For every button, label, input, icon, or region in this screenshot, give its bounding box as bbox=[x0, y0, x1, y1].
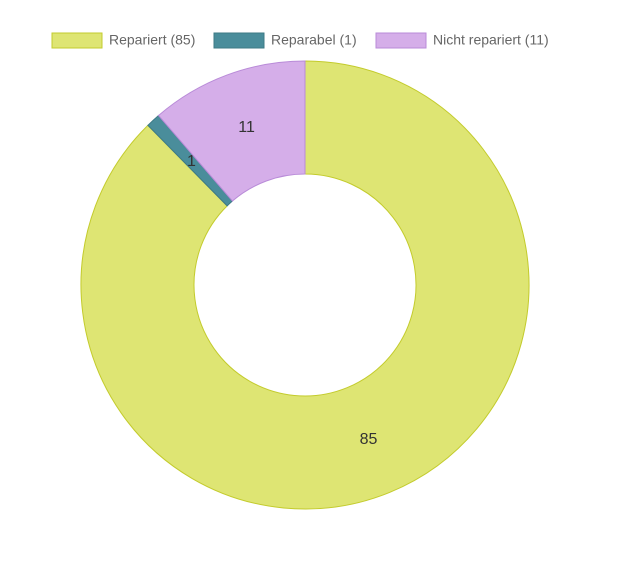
legend-swatch[interactable] bbox=[375, 32, 427, 49]
data-label: 85 bbox=[360, 431, 378, 448]
data-label: 11 bbox=[238, 119, 255, 136]
data-label: 1 bbox=[187, 153, 196, 170]
donut-segment[interactable] bbox=[157, 60, 306, 202]
legend-label[interactable]: Reparabel (1) bbox=[271, 32, 357, 48]
donut-segment[interactable] bbox=[80, 60, 530, 510]
legend-label[interactable]: Nicht repariert (11) bbox=[433, 32, 549, 48]
legend-swatch[interactable] bbox=[213, 32, 265, 49]
legend-label[interactable]: Repariert (85) bbox=[109, 32, 195, 48]
legend-swatch[interactable] bbox=[51, 32, 103, 49]
